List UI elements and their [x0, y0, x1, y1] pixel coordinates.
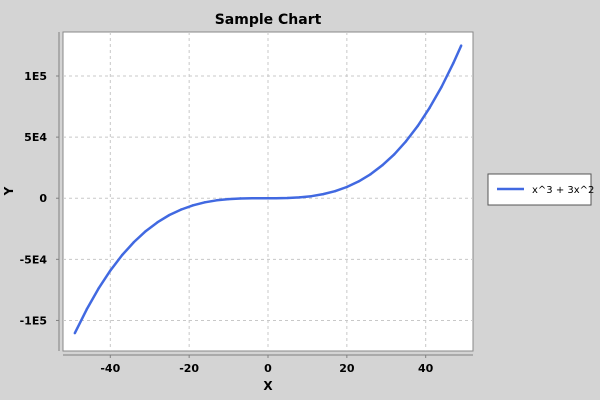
data-point [120, 253, 124, 257]
data-point [85, 308, 88, 311]
data-point [286, 196, 289, 200]
data-point [428, 106, 431, 110]
data-point [381, 164, 384, 167]
data-point [203, 201, 207, 204]
data-point [97, 287, 100, 290]
y-tick-label: 5E4 [24, 131, 47, 144]
data-point [357, 180, 360, 183]
y-tick-label: -1E5 [20, 314, 47, 327]
x-tick-label: 20 [339, 362, 355, 375]
data-point [274, 196, 278, 200]
data-point [321, 192, 325, 196]
data-point [345, 185, 349, 189]
x-tick-label: 40 [418, 362, 434, 375]
data-point [227, 197, 230, 201]
data-point [239, 197, 242, 200]
x-tick-label: 0 [264, 362, 272, 375]
data-point [168, 213, 171, 217]
data-point [191, 204, 195, 207]
legend: x^3 + 3x^2 [487, 173, 594, 206]
data-point [440, 85, 443, 89]
data-point [452, 62, 455, 65]
y-tick-label: 1E5 [24, 70, 47, 83]
x-tick-label: -20 [179, 362, 199, 375]
data-point [416, 124, 420, 128]
data-point [333, 189, 337, 193]
chart-title: Sample Chart [215, 12, 322, 28]
data-point [73, 332, 77, 335]
data-point [298, 196, 301, 199]
data-point [404, 140, 408, 143]
data-point [156, 220, 159, 224]
y-tick-label: -5E4 [20, 253, 48, 266]
legend-series-label: x^3 + 3x^2 [532, 185, 594, 196]
data-point [459, 44, 463, 47]
data-point [392, 153, 396, 156]
data-point [251, 197, 254, 200]
x-tick-label: -40 [100, 362, 120, 375]
y-axis-label: Y [2, 186, 16, 196]
series-line [73, 45, 463, 334]
plot-area: -40 -20 0 20 40 -1E5 -5E4 0 5E4 1E5 [20, 31, 474, 375]
x-axis-label: X [263, 379, 273, 393]
data-point [215, 199, 218, 202]
data-point [262, 197, 266, 200]
data-point [310, 194, 313, 198]
data-point [109, 269, 112, 272]
data-point [180, 208, 183, 211]
data-point [144, 229, 147, 233]
data-point [132, 240, 136, 244]
data-point [369, 173, 372, 176]
y-tick-label: 0 [39, 192, 47, 205]
